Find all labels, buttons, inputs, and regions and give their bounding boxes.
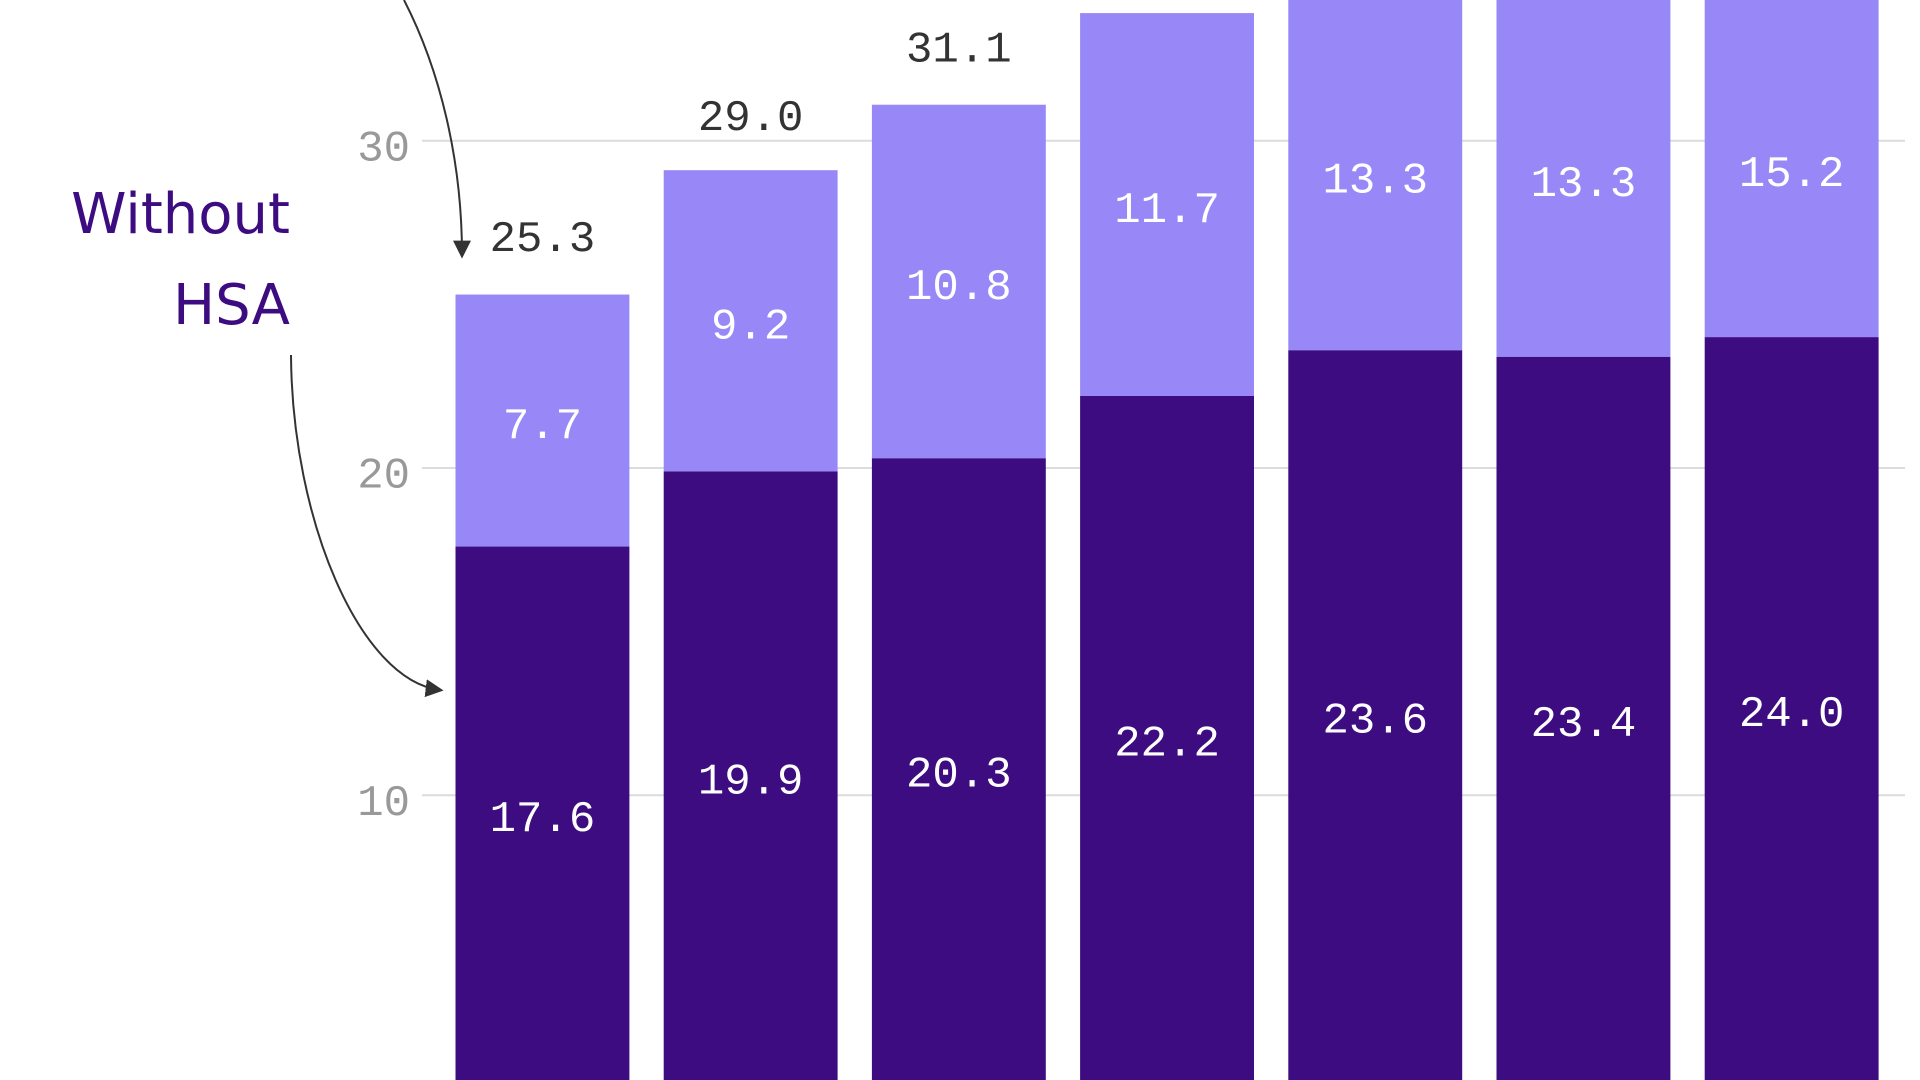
bar-segment [1496,356,1671,1080]
bar-segment [455,294,630,547]
bar-segment [1704,0,1879,338]
annotation-line: Without [71,182,290,247]
bar-segment [871,458,1046,1080]
value-label: 20.3 [906,751,1012,801]
bar-segment [455,546,630,1080]
value-label: 24.0 [1739,690,1845,740]
total-label: 29.0 [698,94,804,144]
y-tick-label: 30 [357,124,410,174]
value-label: 23.6 [1322,697,1428,747]
arrow [403,0,471,259]
bar-segment [1704,337,1879,1080]
annotation-line: HSA [173,273,290,338]
bar-segment [663,471,838,1080]
bar-segment [1496,0,1671,357]
bar-segment [1288,0,1463,351]
total-label: 31.1 [906,25,1012,75]
bar-segment [663,170,838,472]
bar-segment [1080,396,1254,1080]
value-label: 17.6 [490,795,596,845]
value-label: 13.3 [1531,160,1637,210]
value-label: 11.7 [1114,186,1220,236]
total-label: 25.3 [490,215,596,265]
value-label: 15.2 [1739,150,1845,200]
bar-segment [1288,350,1463,1080]
arrow [290,354,444,698]
value-label: 23.4 [1531,700,1637,750]
value-label: 13.3 [1322,157,1428,207]
value-label: 9.2 [711,302,790,352]
y-tick-label: 20 [357,452,410,502]
annotation: Without [71,182,290,247]
bar-segment [1080,13,1254,396]
value-label: 22.2 [1114,720,1220,770]
value-label: 10.8 [906,263,1012,313]
value-label: 19.9 [698,757,804,807]
bar-segment [871,104,1046,459]
y-tick-label: 10 [357,779,410,829]
value-label: 7.7 [503,402,582,452]
